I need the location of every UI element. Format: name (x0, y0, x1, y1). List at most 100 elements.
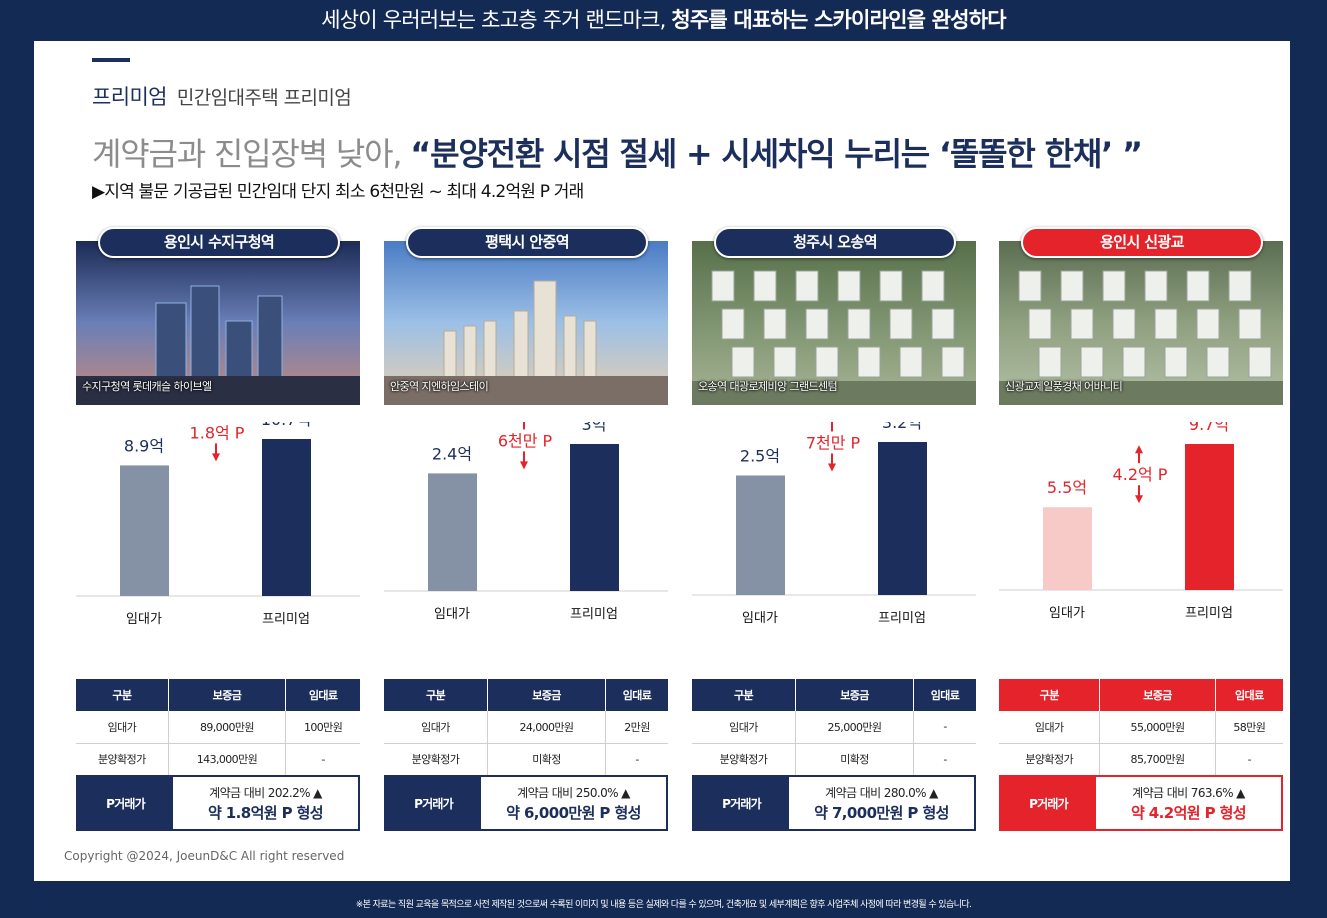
complex-photo: 오송역 대광로제비앙 그랜드센텀 (692, 241, 976, 405)
price-table: 구분 보증금 임대료 임대가 89,000만원 100만원 분양확정가 143,000만원 - (76, 679, 360, 776)
table-cell: - (605, 743, 668, 776)
table-cell: 24,000만원 (487, 711, 607, 744)
p-trade-box: P거래가 계약금 대비 763.6% ▲ 약 4.2억원 P 형성 (999, 775, 1283, 831)
photo-caption: 신광교제일풍경채 어바니티 (1005, 380, 1123, 393)
complex-photo: 안중역 지엔하임스테이 (384, 241, 668, 405)
table-cell: - (913, 743, 976, 776)
region-pill: 청주시 오송역 (714, 227, 956, 258)
table-row: 임대가 25,000만원 - (692, 711, 976, 744)
table-row: 임대가 24,000만원 2만원 (384, 711, 668, 744)
p-trade-ratio: 계약금 대비 763.6% ▲ (1132, 786, 1245, 800)
category-label: 프리미엄 (1185, 606, 1233, 621)
bar-rent (736, 475, 785, 595)
category-label: 임대가 (126, 612, 162, 627)
p-trade-amount: 약 7,000만원 P 형성 (814, 804, 949, 822)
p-trade-box: P거래가 계약금 대비 280.0% ▲ 약 7,000만원 P 형성 (692, 775, 976, 831)
price-table: 구분 보증금 임대료 임대가 55,000만원 58만원 분양확정가 85,700만원 - (999, 679, 1283, 776)
bar-value-label: 9.7억 (1189, 422, 1229, 434)
photo-caption: 오송역 대광로제비앙 그랜드센텀 (698, 380, 838, 393)
category-label: 프리미엄 (878, 611, 926, 626)
table-row: 분양확정가 85,700만원 - (999, 743, 1283, 776)
table-cell: 분양확정가 (999, 743, 1101, 776)
section-heading: 프리미엄 민간임대주택 프리미엄 (92, 81, 352, 111)
headline: 계약금과 진입장벽 낮아, “분양전환 시점 절세 + 시세차익 누리는 ‘똘똘… (92, 129, 1143, 175)
table-cell: 미확정 (795, 743, 915, 776)
region-pill: 평택시 안중역 (406, 227, 648, 258)
table-row: 임대가 89,000만원 100만원 (76, 711, 360, 744)
table-cell: - (1215, 743, 1283, 776)
region-pill: 용인시 수지구청역 (98, 227, 340, 258)
bar-value-label: 3.2억 (882, 422, 922, 432)
table-cell: 2만원 (605, 711, 668, 744)
table-header: 구분 (384, 679, 488, 711)
table-row: 분양확정가 미확정 - (692, 743, 976, 776)
price-table: 구분 보증금 임대료 임대가 24,000만원 2만원 분양확정가 미확정 - (384, 679, 668, 776)
complex-photo: 신광교제일풍경채 어바니티 (999, 241, 1283, 405)
p-trade-amount: 약 4.2억원 P 형성 (1130, 804, 1247, 822)
table-header: 임대료 (1215, 679, 1283, 711)
table-cell: 25,000만원 (795, 711, 915, 744)
down-arrow-head-icon (828, 463, 836, 472)
bar-value-label: 5.5억 (1047, 478, 1087, 497)
table-header: 구분 (999, 679, 1101, 711)
table-cell: - (285, 743, 360, 776)
table-cell: 85,700만원 (1099, 743, 1216, 776)
table-cell: 분양확정가 (384, 743, 488, 776)
bar-value-label: 2.4억 (432, 444, 472, 463)
bar-premium (1185, 444, 1234, 590)
table-cell: 임대가 (384, 711, 488, 744)
category-label: 임대가 (742, 611, 778, 626)
bar-value-label: 3억 (582, 422, 607, 434)
table-header: 구분 (692, 679, 796, 711)
top-banner-normal: 세상이 우러러보는 초고층 주거 랜드마크, (321, 8, 672, 32)
footnote: ※본 자료는 직원 교육을 목적으로 사전 제작된 것으로써 수록된 이미지 및… (355, 900, 972, 910)
p-trade-label: P거래가 (694, 777, 789, 829)
category-label: 프리미엄 (570, 607, 618, 622)
bar-premium (878, 442, 927, 595)
table-header: 보증금 (1099, 679, 1216, 711)
table-header: 보증금 (795, 679, 915, 711)
table-cell: 분양확정가 (692, 743, 796, 776)
difference-label: 1.8억 P (190, 423, 245, 442)
p-trade-ratio: 계약금 대비 202.2% ▲ (209, 786, 322, 800)
copyright: Copyright @2024, JoeunD&C All right rese… (64, 849, 345, 863)
section-subtitle: 민간임대주택 프리미엄 (176, 87, 352, 109)
category-label: 임대가 (434, 607, 470, 622)
difference-label: 6천만 P (498, 431, 553, 450)
chart-container: 2.5억 임대가 3.2억 프리미엄 7천만 P (692, 413, 976, 642)
subline: ▶지역 불문 기공급된 민간임대 단지 최소 6천만원 ~ 최대 4.2억원 P… (92, 182, 584, 202)
region-pill: 용인시 신광교 (1021, 227, 1263, 258)
bar-rent (428, 473, 477, 591)
table-header: 임대료 (605, 679, 668, 711)
table-cell: 임대가 (692, 711, 796, 744)
headline-gray: 계약금과 진입장벽 낮아, (92, 135, 411, 173)
table-cell: 임대가 (76, 711, 169, 744)
photo-illustration (692, 241, 976, 405)
price-table: 구분 보증금 임대료 임대가 25,000만원 - 분양확정가 미확정 - (692, 679, 976, 776)
table-cell: 58만원 (1215, 711, 1283, 744)
down-arrow-head-icon (212, 453, 220, 462)
table-header: 보증금 (168, 679, 287, 711)
table-cell: 분양확정가 (76, 743, 169, 776)
top-banner-bold: 청주를 대표하는 스카이라인을 완성하다 (671, 8, 1006, 32)
p-trade-ratio: 계약금 대비 280.0% ▲ (825, 786, 938, 800)
main-panel: 프리미엄 민간임대주택 프리미엄 계약금과 진입장벽 낮아, “분양전환 시점 절… (34, 41, 1290, 881)
bar-rent (120, 465, 169, 596)
bar-value-label: 10.7억 (261, 422, 311, 429)
table-header: 임대료 (285, 679, 360, 711)
photo-illustration (384, 241, 668, 405)
table-cell: - (913, 711, 976, 744)
photo-illustration (999, 241, 1283, 405)
table-cell: 임대가 (999, 711, 1101, 744)
table-header: 임대료 (913, 679, 976, 711)
table-row: 임대가 55,000만원 58만원 (999, 711, 1283, 744)
p-trade-value: 계약금 대비 280.0% ▲ 약 7,000만원 P 형성 (789, 777, 974, 829)
table-cell: 89,000만원 (168, 711, 287, 744)
